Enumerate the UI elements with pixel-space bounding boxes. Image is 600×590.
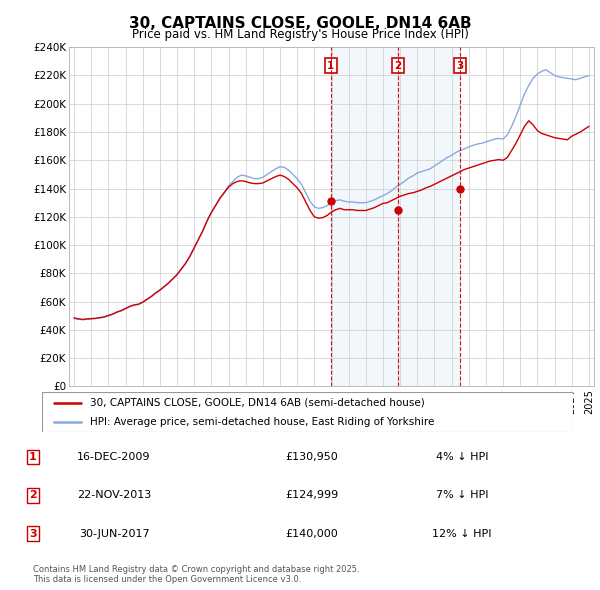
Text: 22-NOV-2013: 22-NOV-2013: [77, 490, 151, 500]
Bar: [331, 47, 398, 386]
Text: 2: 2: [29, 490, 37, 500]
Text: HPI: Average price, semi-detached house, East Riding of Yorkshire: HPI: Average price, semi-detached house,…: [90, 417, 434, 427]
Text: Contains HM Land Registry data © Crown copyright and database right 2025.
This d: Contains HM Land Registry data © Crown c…: [33, 565, 359, 584]
Text: £124,999: £124,999: [286, 490, 338, 500]
Text: 30-JUN-2017: 30-JUN-2017: [79, 529, 149, 539]
Text: 3: 3: [457, 61, 464, 71]
Text: 2: 2: [395, 61, 402, 71]
Text: £140,000: £140,000: [286, 529, 338, 539]
Text: 30, CAPTAINS CLOSE, GOOLE, DN14 6AB (semi-detached house): 30, CAPTAINS CLOSE, GOOLE, DN14 6AB (sem…: [90, 398, 425, 408]
Text: 30, CAPTAINS CLOSE, GOOLE, DN14 6AB: 30, CAPTAINS CLOSE, GOOLE, DN14 6AB: [128, 16, 472, 31]
Text: 1: 1: [29, 452, 37, 462]
Bar: [398, 47, 460, 386]
Text: 1: 1: [327, 61, 334, 71]
Text: 7% ↓ HPI: 7% ↓ HPI: [436, 490, 488, 500]
Text: £130,950: £130,950: [286, 452, 338, 462]
Text: 16-DEC-2009: 16-DEC-2009: [77, 452, 151, 462]
Text: 12% ↓ HPI: 12% ↓ HPI: [432, 529, 492, 539]
Text: 3: 3: [29, 529, 37, 539]
Text: 4% ↓ HPI: 4% ↓ HPI: [436, 452, 488, 462]
Text: Price paid vs. HM Land Registry's House Price Index (HPI): Price paid vs. HM Land Registry's House …: [131, 28, 469, 41]
